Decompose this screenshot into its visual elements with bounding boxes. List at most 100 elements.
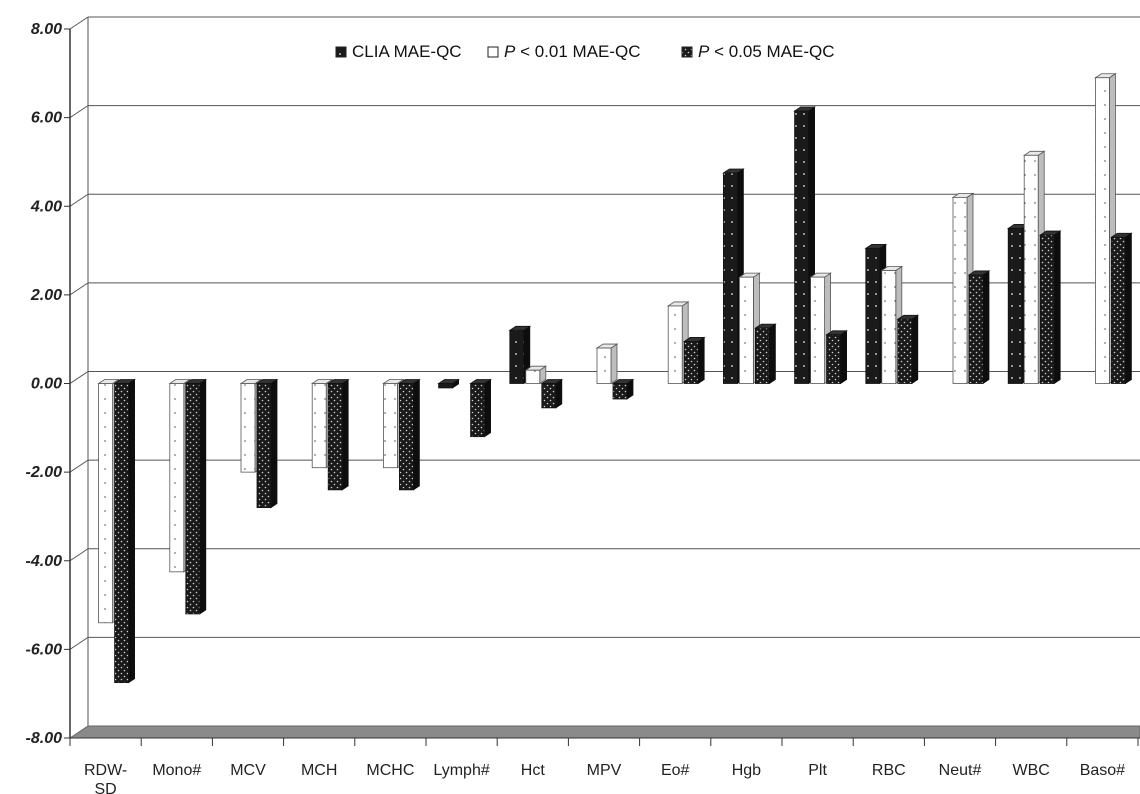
x-category-label: WBC [1013,762,1050,779]
gridline-depth [69,371,89,384]
legend-swatch [681,46,693,58]
bar-p-0-05-mae-qc [1038,230,1062,385]
legend-item: P < 0.01 MAE-QC [487,42,641,61]
bar-front [382,383,398,469]
bar-p-0-01-mae-qc [595,343,619,385]
legend-label: P < 0.05 MAE-QC [698,42,835,61]
bar-side [341,378,349,491]
x-category-label: RDW-SD [84,762,127,794]
x-category-label: Baso# [1080,762,1125,779]
y-tick-label: 0.00 [31,376,62,393]
bar-side [911,314,919,385]
bar-front [327,383,343,491]
bar-p-0-01-mae-qc [524,365,548,385]
gridline-depth [69,193,89,207]
bar-front [881,270,897,384]
x-category-label: MPV [587,762,622,779]
bar-front [1095,77,1110,384]
bar-clia-mae-qc [437,378,460,389]
bar-front [755,327,770,384]
bar-p-0-05-mae-qc [469,378,492,438]
x-category-label: Lymph# [433,762,489,779]
bar-p-0-05-mae-qc [184,378,208,615]
bar-p-0-05-mae-qc [967,270,991,385]
plot-area: 8.00 6.00 4.00 2.00 0.00 -2.00 -4.00 -6.00 -8.00… [26,16,1140,794]
gridline-depth [69,282,89,296]
bar-side [697,336,705,385]
bar-front [794,110,809,384]
bar-front [185,383,201,615]
y-tick-label: -4.00 [26,553,63,570]
bar-side [1125,232,1132,385]
bar-clia-mae-qc [864,243,888,385]
bar-side [769,323,776,385]
gridline-depth [69,105,89,119]
bar-front [865,247,881,384]
bar-side [840,330,847,385]
bar-front [723,172,738,384]
x-category-label: MCH [301,762,337,779]
bar-side [555,378,563,409]
bar-front [438,383,454,389]
legend-label: P < 0.01 MAE-QC [504,42,641,61]
legend-label: CLIA MAE-QC [352,42,462,61]
bar-p-0-05-mae-qc [326,378,350,491]
bar-p-0-05-mae-qc [113,378,136,684]
bar-front [398,383,414,491]
x-category-label: Hgb [732,762,761,779]
x-category-label: RBC [872,762,906,779]
bar-front [1039,234,1055,384]
bar-front [968,274,984,384]
bar-front [509,329,525,384]
bar-p-0-05-mae-qc [540,378,564,409]
x-category-label: Neut# [939,762,982,779]
y-tick-label: 4.00 [30,198,62,215]
y-tick-label: -6.00 [26,641,63,658]
bar-side [128,378,136,684]
bar-front [311,383,327,469]
legend-item: CLIA MAE-QC [335,42,462,61]
bar-side [1053,230,1061,385]
bar-front [256,383,272,508]
x-category-label: MCV [230,762,266,779]
bar-front [683,341,699,384]
floor [68,725,1140,739]
x-category-label: Hct [521,762,546,779]
bar-front [1111,236,1126,384]
bar-front [98,383,113,624]
bar-p-0-05-mae-qc [255,378,279,509]
bar-front [667,305,683,384]
legend-swatch [335,46,347,58]
bar-front [810,276,825,384]
x-category-label: Mono# [152,762,201,779]
y-tick-label: -8.00 [26,730,63,747]
bar-front [470,383,486,438]
legend-item: P < 0.05 MAE-QC [681,42,835,61]
bar-p-0-05-mae-qc [754,323,777,385]
bar-front [240,383,256,473]
bar-front [1007,228,1023,384]
bar-front [169,383,185,573]
y-tick-label: 6.00 [31,110,62,127]
x-category-label: Eo# [661,762,690,779]
legend-swatch [487,46,499,58]
bar-side [484,378,492,438]
legend: CLIA MAE-QC P < 0.01 MAE-QC P < 0.05 MAE-Q… [335,42,835,61]
gridline-depth [69,16,89,30]
bar-front [525,369,541,384]
bar-p-0-05-mae-qc [825,330,848,385]
bar-front [114,383,129,684]
x-category-label: Plt [808,762,827,779]
bar-front [952,196,968,384]
bar-front [739,276,754,384]
bar-p-0-05-mae-qc [682,336,706,385]
bar-front [826,334,841,384]
bar-front [612,383,628,400]
bar-side [412,378,420,491]
bar-front [596,347,612,384]
gridline-depth [69,459,89,473]
bar-side [199,378,207,615]
y-tick-label: -2.00 [26,464,63,481]
bar-side [270,378,278,509]
